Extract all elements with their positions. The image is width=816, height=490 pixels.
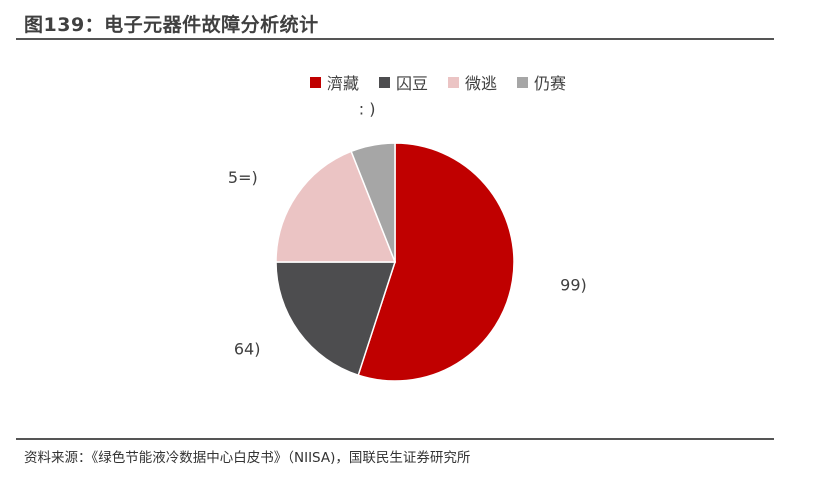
pie-slice	[275, 261, 397, 377]
legend: 濟藏 囚豆 微逃 仍赛	[0, 70, 816, 94]
legend-label: 仍赛	[534, 74, 567, 93]
pie-slice	[275, 150, 397, 263]
legend-label: 濟藏	[326, 74, 359, 93]
legend-swatch	[378, 76, 390, 88]
top-divider	[16, 38, 774, 40]
chart-title: 图139：电子元器件故障分析统计	[24, 14, 319, 36]
legend-label: 微逃	[465, 74, 498, 93]
legend-item: 仍赛	[517, 70, 566, 94]
pie-data-label: : )	[359, 100, 376, 119]
pie-data-label: 5=)	[228, 168, 258, 187]
pie-data-label: 64)	[234, 340, 261, 359]
legend-swatch	[448, 76, 459, 88]
source-note: 资料来源：《绿色节能液冷数据中心白皮书》（NIISA)，国联民生证券研究所	[24, 450, 471, 466]
pie-data-label: 99)	[560, 275, 587, 294]
pie-slice	[350, 142, 396, 263]
pie-slice	[357, 142, 515, 382]
legend-swatch	[517, 76, 529, 88]
pie-group: 99) 64) 5=) : )	[228, 100, 587, 382]
legend-label: 囚豆	[395, 74, 428, 93]
legend-swatch	[309, 76, 321, 88]
legend-item: 囚豆	[378, 70, 428, 94]
legend-item: 微逃	[448, 70, 497, 94]
legend-item: 濟藏	[309, 70, 359, 94]
bottom-divider	[16, 438, 774, 440]
